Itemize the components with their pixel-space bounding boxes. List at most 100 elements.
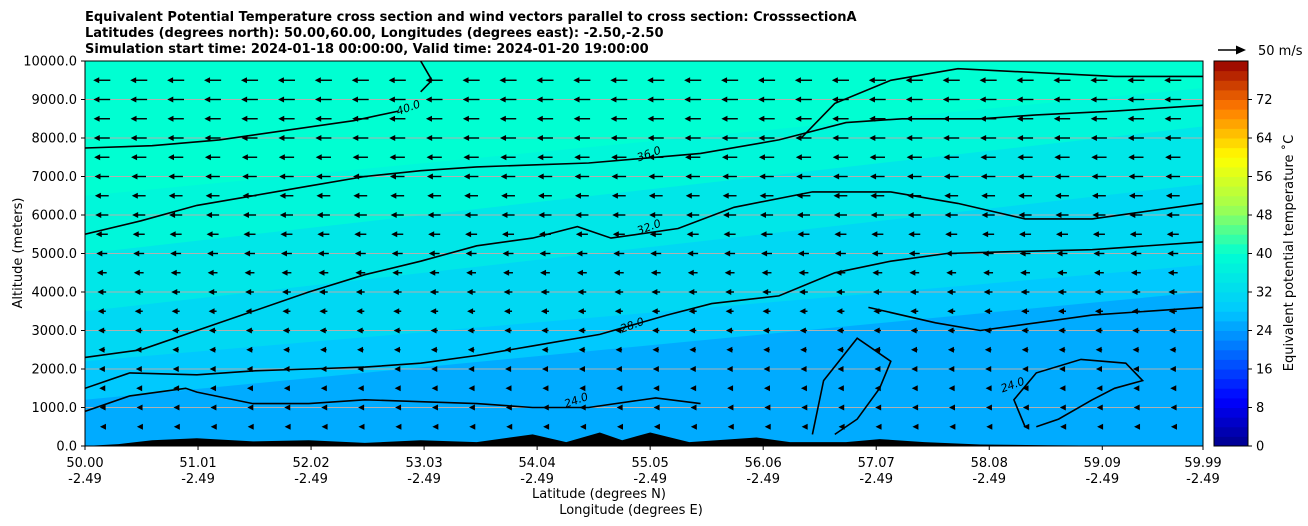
- wind-vector-head: [505, 404, 512, 411]
- wind-vector-head: [946, 289, 953, 295]
- wind-vector-head: [1057, 289, 1064, 295]
- wind-vector-head: [1021, 346, 1028, 353]
- x-tick-label-lon: -2.49: [181, 472, 215, 487]
- x-tick-label-lat: 57.07: [858, 456, 895, 471]
- x-tick-label-lat: 58.08: [971, 456, 1008, 471]
- wind-vector-head: [204, 115, 211, 122]
- wind-vector-head: [984, 346, 991, 353]
- wind-vector-head: [1128, 154, 1135, 161]
- wind-vector-head: [96, 250, 103, 257]
- wind-vector-head: [536, 77, 543, 84]
- wind-vector-head: [906, 135, 913, 141]
- wind-vector-head: [393, 327, 400, 334]
- wind-vector-head: [1166, 212, 1173, 218]
- wind-vector-head: [466, 289, 473, 295]
- x-tick-label-lat: 59.99: [1184, 456, 1221, 471]
- wind-vector-head: [616, 404, 623, 411]
- wind-vector-head: [427, 212, 434, 218]
- wind-vector-head: [685, 192, 692, 199]
- wind-vector-head: [1059, 366, 1066, 372]
- wind-vector-head: [799, 308, 806, 315]
- wind-vector-head: [762, 308, 769, 315]
- wind-vector-head: [431, 385, 438, 392]
- wind-vector-head: [796, 173, 803, 180]
- colorbar-segment: [1214, 397, 1248, 408]
- wind-vector-head: [1164, 77, 1171, 84]
- wind-vectors: [93, 77, 1182, 430]
- wind-vector-head: [616, 423, 623, 430]
- colorbar-tick-label: 48: [1256, 209, 1273, 224]
- wind-vector-head: [580, 423, 587, 430]
- wind-vector-head: [173, 385, 180, 392]
- wind-vector-head: [1133, 385, 1140, 392]
- wind-vector-head: [319, 289, 326, 295]
- wind-vector-head: [352, 135, 359, 141]
- wind-vector-head: [315, 96, 322, 103]
- wind-vector-head: [500, 154, 507, 161]
- wind-vector-head: [314, 77, 321, 84]
- wind-vector-head: [943, 115, 950, 122]
- wind-vector-head: [1094, 269, 1101, 276]
- colorbar-segment: [1214, 234, 1248, 245]
- wind-vector-head: [980, 154, 987, 161]
- wind-vector-head: [278, 135, 285, 141]
- wind-vector-head: [351, 77, 358, 84]
- wind-vector-head: [209, 366, 216, 372]
- colorbar-segment: [1214, 186, 1248, 197]
- wind-vector-head: [875, 423, 882, 430]
- colorbar-tick-label: 32: [1256, 286, 1273, 301]
- wind-vector-head: [1092, 231, 1099, 238]
- wind-vector-head: [837, 346, 844, 353]
- wind-vector-head: [578, 366, 585, 372]
- wind-vector-head: [431, 366, 438, 372]
- colorbar-segment: [1214, 138, 1248, 149]
- wind-vector-head: [136, 423, 143, 430]
- colorbar-segment: [1214, 320, 1248, 331]
- y-axis: 0.0 1000.0 2000.0 3000.0 4000.0 5000.0 6000.0 7…: [23, 55, 85, 455]
- wind-vector-head: [1169, 327, 1176, 334]
- wind-vector-head: [98, 366, 105, 372]
- wind-vector-head: [93, 135, 100, 141]
- wind-vector-head: [316, 192, 323, 199]
- wind-vector-head: [983, 269, 990, 276]
- x-tick-label-lon: -2.49: [972, 472, 1006, 487]
- wind-vector-head: [799, 289, 806, 295]
- wind-vector-head: [761, 269, 768, 276]
- wind-vector-head: [242, 212, 249, 218]
- y-tick-label: 2000.0: [32, 363, 78, 378]
- wind-vector-head: [726, 366, 733, 372]
- wind-vector-head: [689, 327, 696, 334]
- wind-vector-head: [985, 404, 992, 411]
- colorbar-segment: [1214, 301, 1248, 312]
- wind-vector-head: [464, 212, 471, 218]
- wind-vector-head: [468, 366, 475, 372]
- wind-vector-head: [727, 404, 734, 411]
- wind-vector-head: [1090, 115, 1097, 122]
- wind-vector-head: [537, 173, 544, 180]
- x-tick-label-lat: 54.04: [519, 456, 556, 471]
- wind-vector-head: [763, 385, 770, 392]
- wind-vector-head: [1168, 289, 1175, 295]
- x-tick-label-lat: 52.02: [292, 456, 329, 471]
- wind-vector-head: [357, 385, 364, 392]
- wind-vector-head: [1134, 423, 1141, 430]
- wind-vector-head: [241, 96, 248, 103]
- wind-vector-head: [873, 308, 880, 315]
- wind-vector-head: [467, 308, 474, 315]
- wind-vector-head: [615, 346, 622, 353]
- wind-vector-head: [431, 404, 438, 411]
- wind-vector-head: [1058, 346, 1065, 353]
- colorbar-segment: [1214, 80, 1248, 91]
- y-tick-label: 4000.0: [32, 286, 78, 301]
- wind-vector-head: [540, 308, 547, 315]
- wind-vector-head: [392, 269, 399, 276]
- wind-vector-head: [948, 385, 955, 392]
- wind-vector-head: [574, 154, 581, 161]
- wind-vector-head: [135, 327, 142, 334]
- wind-vector-head: [573, 135, 580, 141]
- wind-vector-head: [130, 96, 137, 103]
- wind-vector-head: [759, 212, 766, 218]
- colorbar-segment: [1214, 109, 1248, 120]
- wind-vector-head: [684, 115, 691, 122]
